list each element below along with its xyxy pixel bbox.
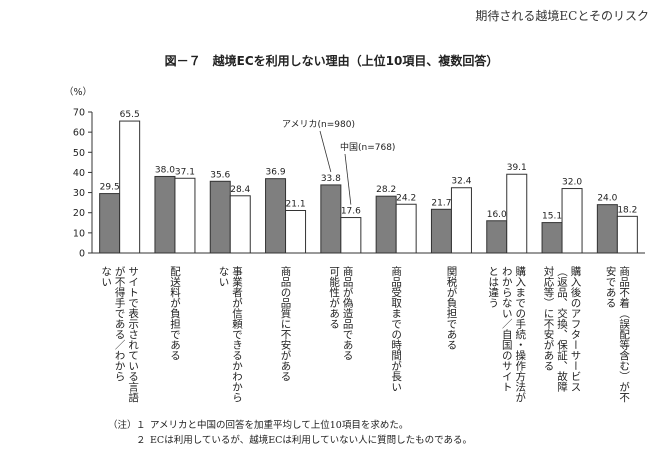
- footnote-number: ２: [136, 435, 146, 446]
- bar-usa: [265, 178, 287, 254]
- category-label-line: 購入までの手続・操作方法が: [514, 265, 526, 402]
- bar-china: [174, 177, 196, 254]
- category-label-line: 商品受取までの時間が長い: [390, 265, 402, 392]
- y-tick-label: 0: [79, 249, 85, 260]
- bar-usa: [375, 195, 397, 254]
- footnote-text: ECは利用しているが、越境ECは利用していない人に質問したものである。: [150, 435, 473, 446]
- category-label-line: 関税が負担である: [445, 266, 457, 350]
- data-label: 24.2: [396, 193, 416, 203]
- category-label-line: 対応等）に不安がある: [543, 265, 555, 371]
- y-tick-label: 30: [73, 188, 85, 199]
- y-tick-label: 50: [73, 148, 85, 159]
- bar-usa: [486, 220, 508, 254]
- data-label: 35.6: [210, 170, 230, 180]
- data-label: 33.8: [321, 174, 341, 184]
- y-tick-label: 20: [73, 208, 85, 219]
- footnote-2: ２ ECは利用しているが、越境ECは利用していない人に質問したものである。: [108, 433, 472, 448]
- bars: [99, 120, 638, 254]
- bar-usa: [209, 180, 231, 254]
- category-label-line: 商品不着（誤配等含む）が不: [618, 265, 630, 403]
- bar-usa: [99, 193, 121, 254]
- bar-usa: [154, 175, 176, 254]
- footnote-number: １: [136, 420, 146, 431]
- legend-callouts: アメリカ(n=980) 中国(n=768): [282, 119, 395, 205]
- category-label-line: ない: [218, 266, 230, 287]
- bar-china: [506, 173, 528, 254]
- running-header: 期待される越境ECとそのリスク: [475, 9, 649, 23]
- category-label-line: （返品、交換、保証、故障: [556, 266, 568, 393]
- category-label-line: 可能性がある: [328, 266, 340, 329]
- category-label-line: ない: [100, 266, 112, 287]
- y-tick-label: 60: [73, 128, 85, 139]
- data-label: 32.0: [562, 178, 582, 188]
- data-label: 18.2: [617, 205, 637, 215]
- footnotes: （注）１ アメリカと中国の回答を加重平均して上位10項目を求めた。 ２ ECは利用し…: [108, 418, 472, 448]
- footnote-prefix: （注）: [108, 420, 137, 431]
- data-label: 39.1: [507, 163, 527, 173]
- bar-usa: [596, 204, 618, 254]
- bar-china: [119, 120, 141, 254]
- category-label-line: とは違う: [487, 266, 499, 308]
- data-label: 32.4: [451, 177, 471, 187]
- bar-usa: [320, 184, 342, 254]
- data-label: 28.2: [376, 185, 396, 195]
- y-tick-label: 70: [73, 108, 85, 119]
- y-axis-unit: （%）: [64, 86, 92, 98]
- data-label: 38.0: [155, 165, 175, 175]
- footnote-1: （注）１ アメリカと中国の回答を加重平均して上位10項目を求めた。: [108, 418, 472, 433]
- bar-china: [229, 195, 251, 254]
- bar-china: [561, 188, 583, 254]
- data-labels: 29.5 38.0 35.6 36.9 33.8 28.2 21.7 16.0 15.1 24.0…: [100, 110, 638, 222]
- category-label-line: わからない／自国のサイト: [501, 266, 513, 392]
- data-label: 16.0: [487, 210, 507, 220]
- category-label-line: 配送料が負担である: [169, 266, 181, 361]
- bar-china: [616, 215, 638, 254]
- bar-china: [285, 209, 307, 254]
- data-label: 17.6: [341, 207, 361, 217]
- bar-china: [450, 187, 472, 254]
- category-label-line: 安である: [605, 265, 617, 308]
- data-label: 36.9: [266, 168, 286, 178]
- data-label: 28.4: [230, 185, 250, 195]
- data-label: 15.1: [542, 212, 562, 222]
- data-label: 21.7: [431, 198, 451, 208]
- category-label-line: 事業者が信頼できるかわから: [231, 265, 243, 403]
- legend-usa-leader: [319, 130, 332, 173]
- bar-usa: [430, 208, 452, 254]
- y-tick-label: 40: [73, 168, 85, 179]
- legend-china-label: 中国(n=768): [340, 141, 395, 153]
- category-label-line: 購入後のアフターサービス: [570, 265, 582, 392]
- legend-china-leader: [344, 153, 352, 205]
- figure-title: 図－７ 越境ECを利用しない理由（上位10項目、複数回答）: [164, 54, 499, 68]
- bar-usa: [541, 222, 563, 254]
- footnote-text: アメリカと中国の回答を加重平均して上位10項目を求めた。: [150, 420, 409, 431]
- bar-china: [395, 203, 417, 254]
- data-label: 24.0: [597, 194, 617, 204]
- data-label: 65.5: [120, 110, 140, 120]
- category-label-line: が不得手である／わから: [114, 265, 126, 382]
- data-label: 37.1: [175, 167, 195, 177]
- y-tick-label: 10: [73, 228, 85, 239]
- category-label-line: サイトで表示されている言語: [127, 266, 139, 403]
- legend-usa-label: アメリカ(n=980): [282, 119, 355, 130]
- bar-china: [340, 217, 362, 254]
- category-label-line: 商品が偽造品である: [342, 265, 354, 360]
- data-label: 29.5: [100, 183, 120, 193]
- data-label: 21.1: [286, 199, 306, 209]
- category-label-line: 商品の品質に不安がある: [280, 265, 292, 381]
